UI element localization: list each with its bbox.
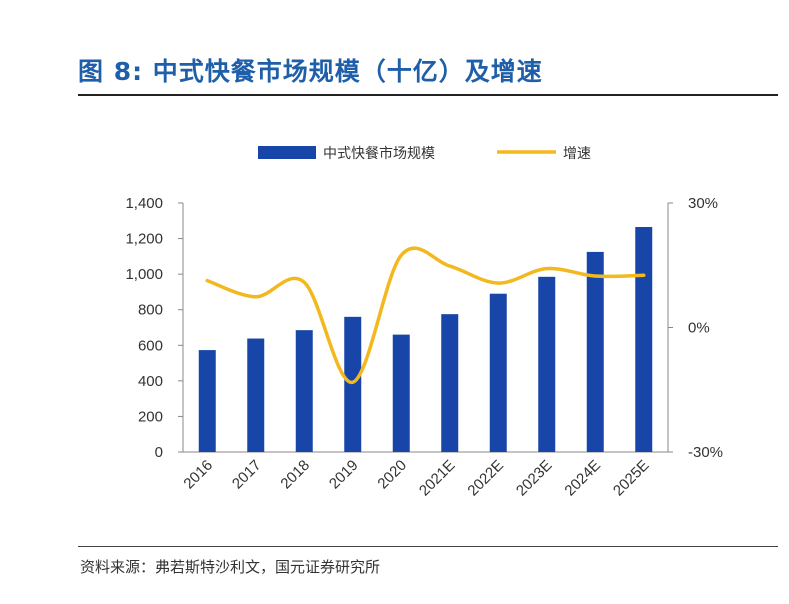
x-tick-label: 2021E: [416, 457, 459, 500]
growth-line-path: [205, 246, 646, 385]
title-rule: [78, 94, 778, 96]
left-tick-label: 1,200: [125, 231, 163, 248]
x-tick-label: 2022E: [464, 457, 507, 500]
right-tick-label: 0%: [688, 320, 710, 337]
bar-2025E: [635, 227, 653, 452]
figure-title: 图 8: 中式快餐市场规模（十亿）及增速: [78, 57, 543, 86]
bars: [198, 227, 653, 452]
x-tick-label: 2025E: [610, 457, 653, 500]
right-tick-label: -30%: [688, 444, 723, 461]
bar-2022E: [489, 293, 507, 452]
x-tick-label: 2020: [374, 457, 410, 493]
legend: 中式快餐市场规模 增速: [258, 145, 591, 162]
x-tick-labels: 2016 2017 2018 2019 2020 2021E 2022E 2023E 2024E…: [180, 457, 652, 500]
bar-2019: [344, 316, 362, 452]
legend-bar-label: 中式快餐市场规模: [323, 145, 435, 162]
x-tick-label: 2016: [180, 457, 216, 493]
bar-2024E: [586, 251, 604, 452]
bar-2016: [198, 350, 216, 452]
growth-line: [205, 246, 646, 385]
bar-2018: [295, 330, 313, 452]
bar-2017: [247, 338, 265, 452]
left-tick-label: 600: [138, 337, 163, 354]
left-tick-label: 400: [138, 373, 163, 390]
left-tick-label: 0: [155, 444, 163, 461]
left-tick-label: 200: [138, 408, 163, 425]
source-note: 资料来源：弗若斯特沙利文，国元证券研究所: [80, 558, 381, 576]
x-tick-label: 2017: [229, 457, 265, 493]
left-tick-label: 1,400: [125, 195, 163, 212]
x-tick-label: 2024E: [561, 457, 604, 500]
bar-2021E: [441, 314, 459, 452]
left-tick-label: 800: [138, 302, 163, 319]
left-tick-label: 1,000: [125, 266, 163, 283]
x-tick-label: 2019: [326, 457, 362, 493]
bar-2023E: [538, 276, 556, 452]
axes: 0 200 400 600 800 1,000 1,200 1,400 -30% 0% 30%: [125, 195, 723, 461]
legend-bar-swatch: [258, 146, 316, 159]
bar-2020: [392, 334, 410, 452]
x-tick-label: 2023E: [513, 457, 556, 500]
x-tick-label: 2018: [277, 457, 313, 493]
legend-line-label: 增速: [563, 146, 591, 162]
right-tick-label: 30%: [688, 195, 718, 212]
source-rule: [78, 546, 778, 547]
